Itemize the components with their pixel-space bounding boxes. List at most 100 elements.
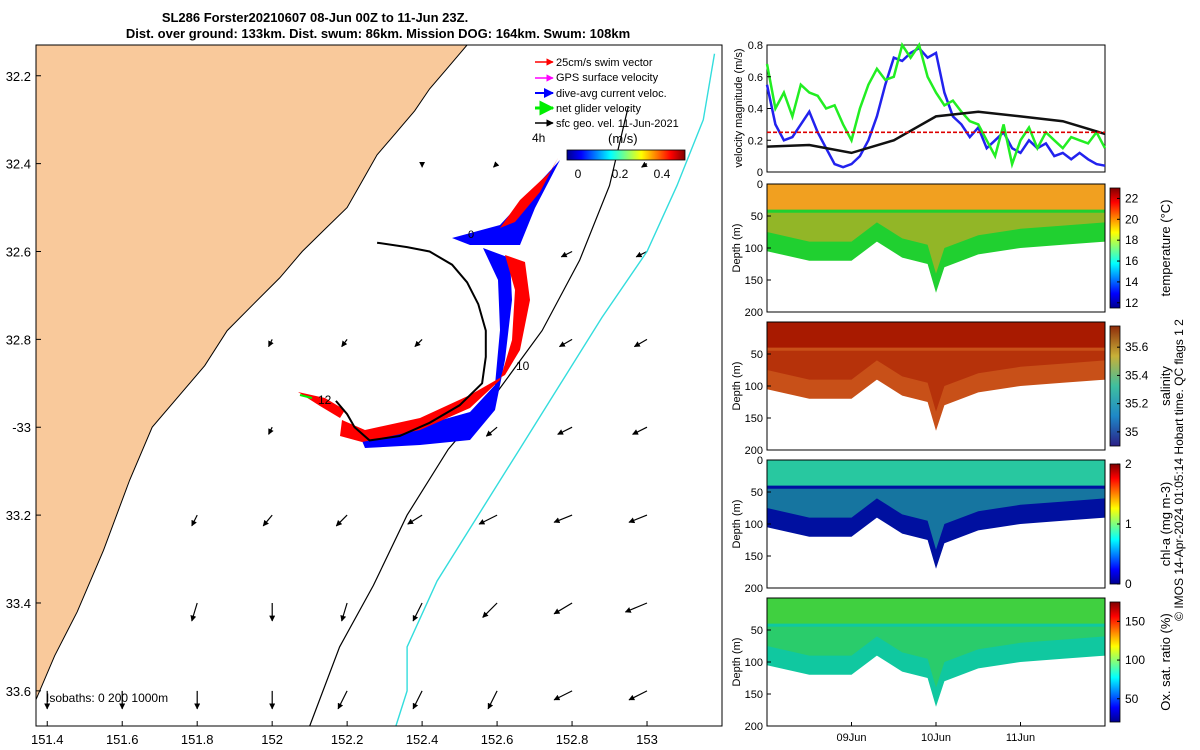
- velocity-y-tick-label: 0.4: [748, 104, 763, 116]
- geo-velocity-arrow: [268, 339, 274, 348]
- geo-velocity-arrow: [340, 602, 348, 622]
- section-y-axis-label: Depth (m): [731, 362, 743, 411]
- velocity-y-tick-label: 0: [757, 167, 763, 179]
- section-y-tick-label: 150: [745, 413, 763, 425]
- section-transition-band: [767, 626, 1105, 688]
- colorbar-tick-label: 50: [1125, 692, 1139, 706]
- map-frame: [35, 44, 723, 727]
- colorbar-label: chl-a (mg m-3): [1158, 482, 1173, 567]
- colorbar-tick-label: 35.4: [1125, 368, 1149, 382]
- map-x-tick-label: 152: [261, 732, 283, 747]
- colorbar-tick-label: 0: [1125, 577, 1132, 591]
- section-colorbar: [1109, 325, 1121, 447]
- isobath-label: Isobaths: 0 200 1000m: [46, 691, 168, 705]
- section-y-tick-label: 0: [757, 179, 763, 191]
- section-y-tick-label: 100: [745, 519, 763, 531]
- dive-avg-current-swath-north: [452, 160, 560, 245]
- map-x-tick-label: 153: [636, 732, 658, 747]
- speed-colorbar-label: (m/s): [608, 131, 638, 146]
- velocity-y-axis-label: velocity magnitude (m/s): [733, 48, 745, 167]
- section-transition-band: [767, 212, 1105, 274]
- section-y-tick-label: 50: [751, 625, 763, 637]
- legend-gps-velocity: GPS surface velocity: [556, 72, 659, 84]
- geo-velocity-arrow: [487, 690, 498, 710]
- map-y-tick-label: -33: [12, 420, 31, 435]
- velocity-series: [765, 41, 1107, 169]
- section-y-tick-label: 200: [745, 445, 763, 457]
- colorbar-tick-label: 2: [1125, 457, 1132, 471]
- map-y-tick-label: 33.2: [6, 508, 31, 523]
- colorbar-tick-label: 1: [1125, 517, 1132, 531]
- geo-velocity-arrow: [558, 338, 573, 348]
- section-salinity: 50 100 150 200 Depth (m) 35 35.2 35.4 35.6 salini…: [731, 321, 1173, 457]
- map-x-tick-label: 152.6: [481, 732, 514, 747]
- geo-velocity-arrow: [341, 339, 348, 348]
- section-y-tick-label: 50: [751, 211, 763, 223]
- net-glider-start-vector: [299, 394, 313, 399]
- section-y-tick-label: 150: [745, 689, 763, 701]
- geo-velocity-arrow: [553, 602, 573, 615]
- section-x-tick-label: 11Jun: [1006, 732, 1035, 744]
- speed-colorbar-tick-1: 0.2: [612, 167, 629, 181]
- speed-colorbar-tick-2: 0.4: [654, 167, 671, 181]
- map-x-tick-label: 151.8: [181, 732, 214, 747]
- geo-velocity-arrow: [628, 514, 648, 524]
- geo-velocity-arrow: [628, 690, 648, 701]
- colorbar-tick-label: 20: [1125, 212, 1139, 226]
- legend-swim-vector: 25cm/s swim vector: [556, 57, 653, 69]
- geo-velocity-arrow: [482, 602, 498, 618]
- map-y-tick-label: 32.2: [6, 69, 31, 84]
- section-x-tick-label: 09Jun: [837, 732, 867, 744]
- map-x-tick-label: 151.6: [106, 732, 139, 747]
- geo-velocity-arrow: [268, 426, 274, 435]
- geo-velocity-arrow: [557, 426, 573, 435]
- section-y-tick-label: 200: [745, 307, 763, 319]
- swim-vector-band-south: [340, 255, 530, 442]
- section-y-tick-label: 50: [751, 349, 763, 361]
- map-x-tick-label: 152.4: [406, 732, 439, 747]
- velocity-panel: 0 0.2 0.4 0.6 0.8 velocity magnitude (m/s): [733, 40, 1107, 179]
- geo-velocity-arrow: [635, 250, 648, 258]
- geo-velocity-arrow: [553, 690, 573, 701]
- section-y-tick-label: 100: [745, 243, 763, 255]
- swim-vector-band-start: [298, 392, 345, 418]
- section-y-axis-label: Depth (m): [731, 224, 743, 273]
- colorbar-label: Ox. sat. ratio (%): [1158, 613, 1173, 711]
- glider-track: [335, 241, 487, 442]
- geo-velocity-arrow: [190, 602, 198, 622]
- map-y-tick-label: 32.6: [6, 244, 31, 259]
- legend-net-glider-velocity: net glider velocity: [556, 103, 641, 115]
- section-transition-band: [767, 488, 1105, 550]
- dive-avg-current-swath-south: [360, 248, 512, 448]
- map-y-tick-label: 32.8: [6, 332, 31, 347]
- map-y-tick-label: 33.4: [6, 596, 31, 611]
- section-transition-band: [767, 350, 1105, 412]
- map-y-ticks: 32.2 32.4 32.6 32.8 -33 33.2 33.4 33.6: [6, 69, 41, 699]
- colorbar-tick-label: 100: [1125, 653, 1145, 667]
- section-y-tick-label: 150: [745, 551, 763, 563]
- colorbar-tick-label: 16: [1125, 254, 1139, 268]
- map-x-ticks: 151.4 151.6 151.8 152 152.2 152.4 152.6 152.8 15…: [31, 721, 658, 747]
- swim-vector-band-north: [500, 158, 558, 228]
- geo-velocity-arrow: [412, 602, 423, 622]
- geo-velocity-arrow: [407, 514, 423, 525]
- map-y-tick-label: 32.4: [6, 157, 31, 172]
- velocity-y-tick-label: 0.8: [748, 40, 763, 52]
- geo-velocity-arrow: [337, 690, 348, 710]
- surface-geostrophic-velocity-field: [44, 161, 648, 710]
- speed-colorbar-tick-0: 0: [575, 167, 582, 181]
- velocity-y-tick-label: 0.6: [748, 72, 763, 84]
- section-y-tick-label: 0: [757, 455, 763, 467]
- geo-velocity-arrow: [641, 161, 648, 168]
- geo-velocity-arrow: [414, 338, 423, 348]
- colorbar-tick-label: 35.6: [1125, 340, 1149, 354]
- velocity-y-ticks: 0 0.2 0.4 0.6 0.8: [748, 40, 771, 179]
- geo-velocity-arrow: [624, 602, 648, 613]
- section-y-axis-label: Depth (m): [731, 638, 743, 687]
- section-y-tick-label: 100: [745, 381, 763, 393]
- geo-velocity-arrow: [493, 161, 500, 168]
- section-chla: 0 50 100 150 200 Depth (m) 0 1 2 chl-a (mg m-3): [731, 455, 1173, 595]
- colorbar-tick-label: 35: [1125, 425, 1139, 439]
